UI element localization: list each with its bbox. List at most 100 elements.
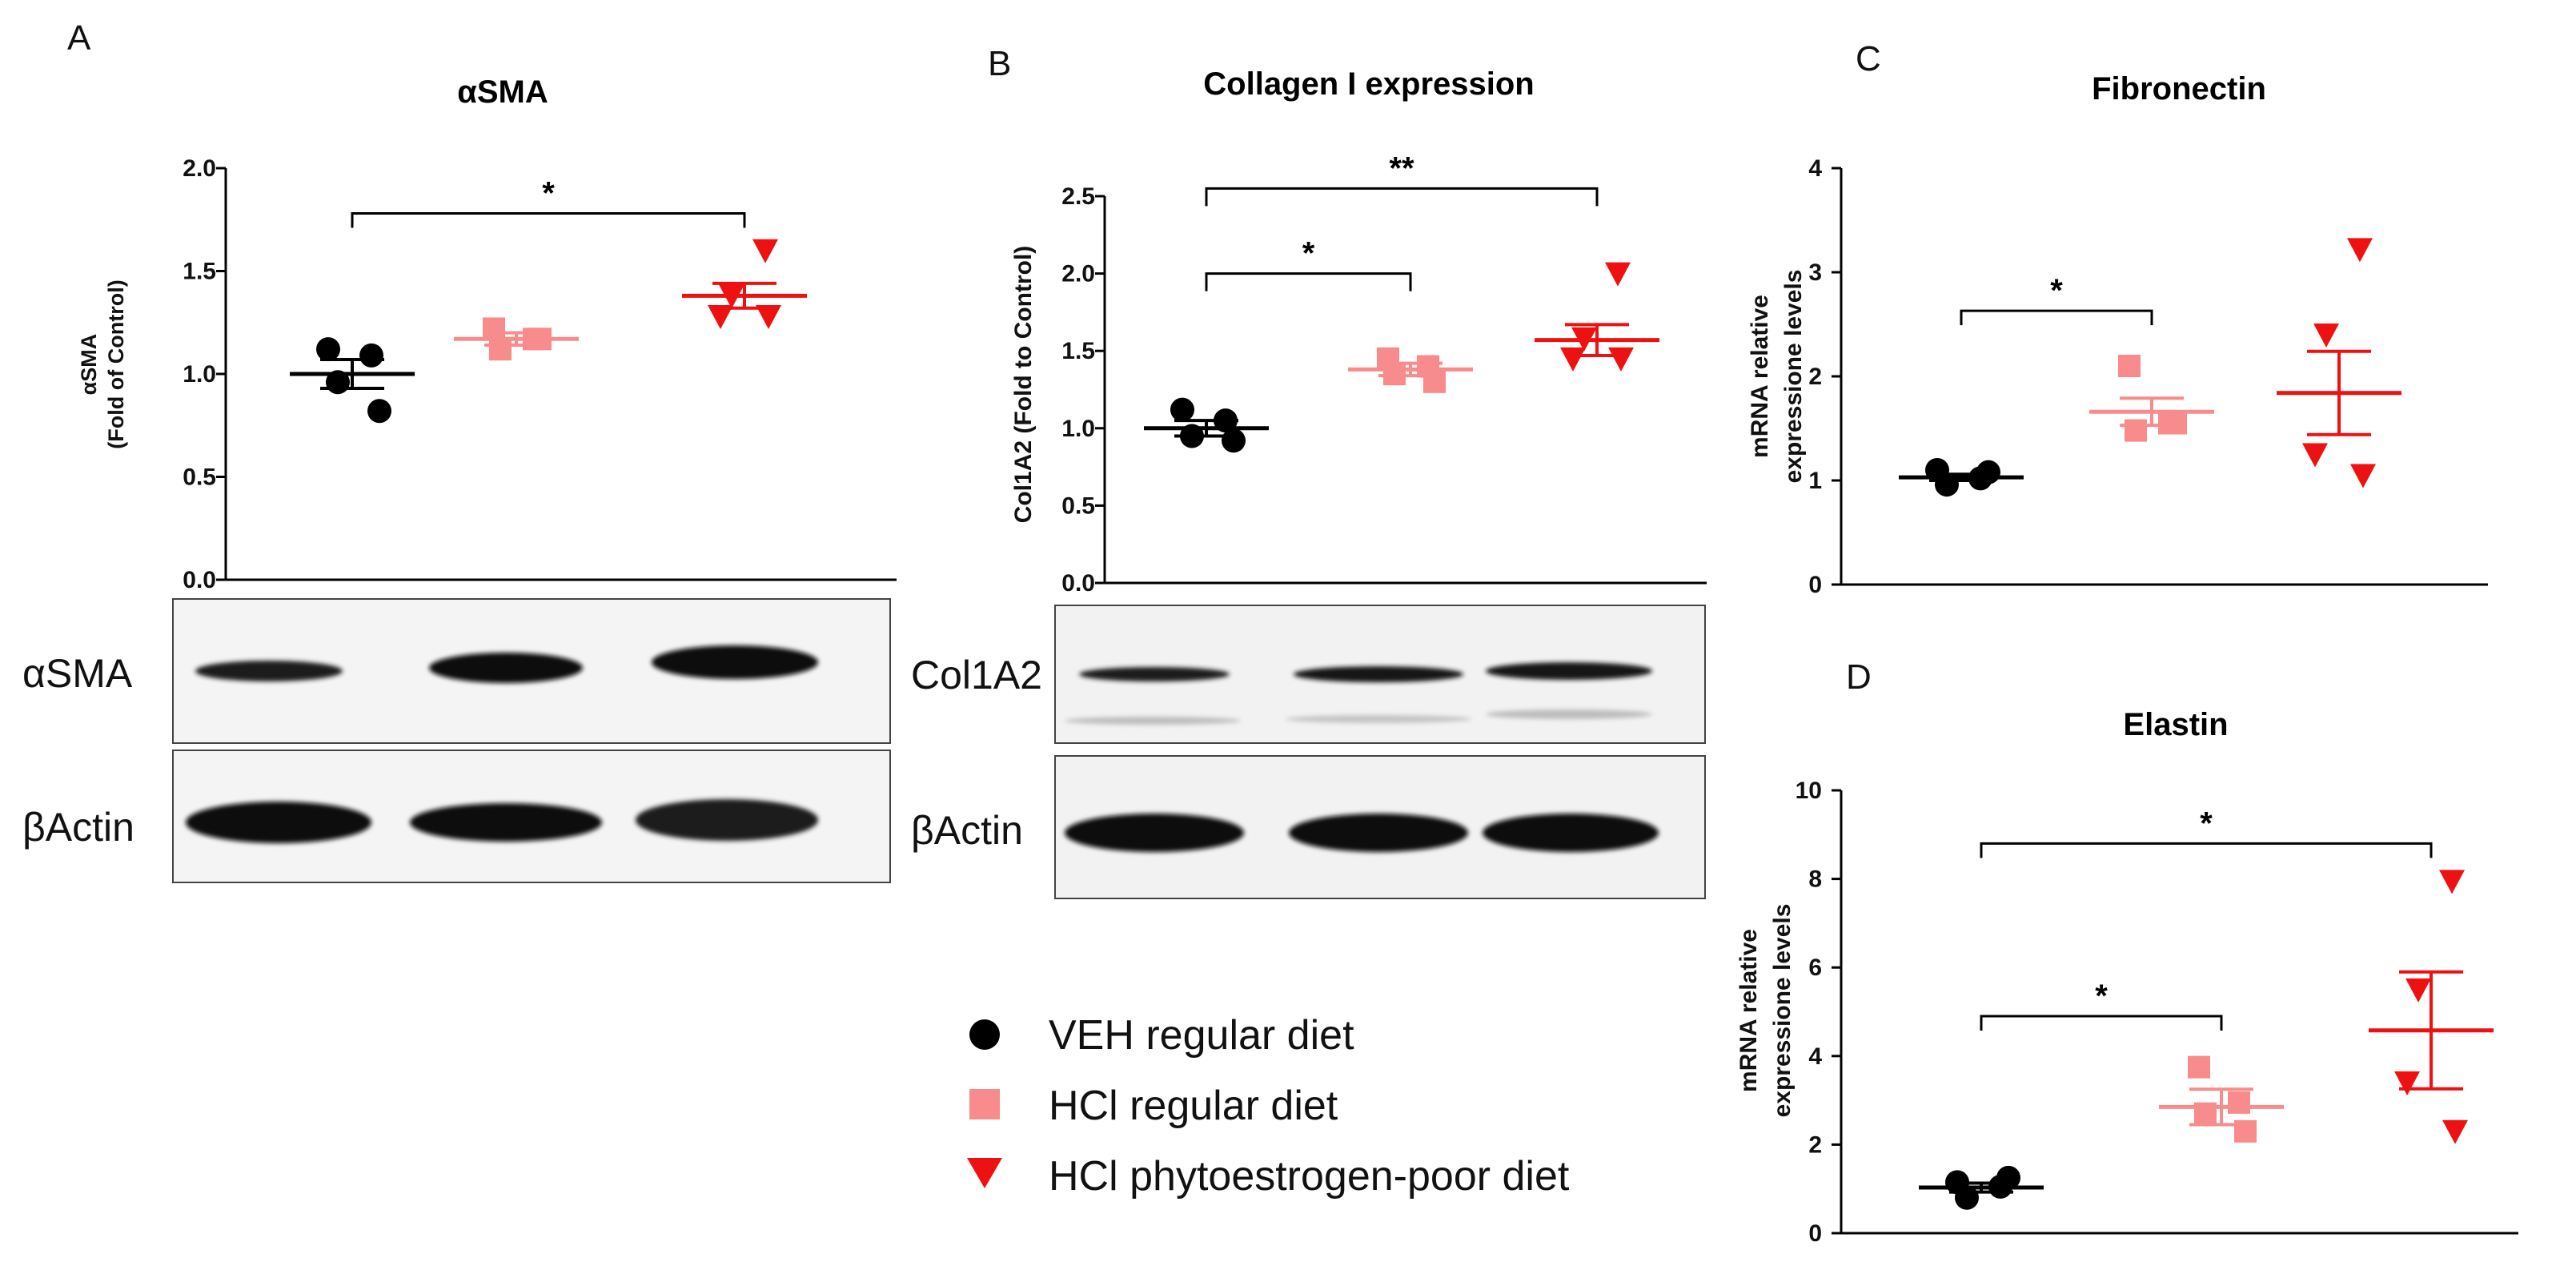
legend-marker-hcl-regular — [969, 1089, 1000, 1119]
panel-letter-b: B — [988, 44, 1011, 83]
chart-b-tick-label: 1.5 — [1061, 338, 1095, 364]
chart-collagen: Collagen I expression 0.0 0.5 1.0 1.5 2.0 2.5 C… — [1010, 66, 1707, 597]
chart-a-tick-label: 1.0 — [183, 361, 216, 388]
chart-c-y-label: mRNA relative — [1747, 295, 1773, 458]
legend-marker-hcl-poor — [967, 1158, 1002, 1188]
chart-a-significance-bracket — [351, 212, 746, 228]
chart-c-point-group2 — [2165, 412, 2187, 435]
blot-a-top-band-1 — [195, 661, 343, 681]
blot-a-bottom-band-2 — [410, 803, 602, 842]
chart-b-point-group3 — [1605, 262, 1631, 287]
chart-a-significance-label: * — [542, 176, 555, 211]
panel-letter-d: D — [1846, 657, 1872, 697]
chart-c-significance-bracket — [1960, 309, 2153, 326]
chart-b-tick-label: 2.0 — [1061, 261, 1095, 287]
blot-b-bottom-band-2 — [1289, 814, 1468, 852]
chart-a-point-group3 — [708, 305, 733, 330]
legend: VEH regular diet HCl regular diet HCl ph… — [967, 1012, 1570, 1200]
chart-c-significance-label: * — [2050, 273, 2063, 308]
chart-d-point-group2 — [2228, 1091, 2250, 1114]
chart-a-tick-label: 0.5 — [183, 464, 216, 491]
chart-b-tick-label: 2.5 — [1061, 183, 1095, 210]
chart-a-point-group1 — [316, 337, 340, 362]
chart-c-title: Fibronectin — [2092, 71, 2266, 107]
blot-b-top-label: Col1A2 — [911, 653, 1042, 697]
chart-b-tick-label: 0.5 — [1061, 492, 1095, 519]
chart-a-point-group1 — [367, 399, 391, 424]
chart-b-point-group3 — [1560, 347, 1586, 372]
chart-c-tick-label: 0 — [1808, 572, 1822, 598]
western-blot-b: Col1A2 βActin — [911, 605, 1706, 899]
chart-c-point-group3 — [2350, 464, 2376, 488]
chart-b-title: Collagen I expression — [1203, 66, 1534, 102]
chart-c-point-group3 — [2313, 324, 2339, 348]
chart-d-point-group3 — [2405, 978, 2431, 1003]
chart-c-point-group2 — [2125, 419, 2147, 442]
chart-a-tick-label: 0.0 — [183, 567, 216, 593]
chart-b-significance-label: ** — [1389, 151, 1414, 186]
chart-c-point-group3 — [2347, 238, 2373, 263]
chart-d-y-label: mRNA relative — [1735, 929, 1762, 1092]
blot-b-faint-band-1 — [1065, 717, 1241, 725]
chart-b-significance-bracket — [1205, 187, 1599, 207]
legend-label-veh: VEH regular diet — [1049, 1012, 1354, 1059]
blot-b-top-band-1 — [1079, 667, 1230, 681]
blot-b-bottom-band-1 — [1065, 814, 1244, 852]
chart-b-significance-label: * — [1302, 236, 1315, 271]
chart-b-point-group1 — [1170, 397, 1194, 422]
chart-b-point-group3 — [1608, 347, 1634, 372]
blot-b-top-band-2 — [1294, 666, 1463, 682]
chart-d-point-group3 — [2394, 1071, 2420, 1095]
blot-b-faint-band-3 — [1486, 709, 1652, 719]
blot-a-bottom-label: βActin — [22, 805, 134, 850]
blot-b-bottom-band-3 — [1483, 814, 1659, 852]
legend-marker-veh — [969, 1019, 1000, 1050]
chart-a-tick-label: 2.0 — [183, 155, 216, 182]
chart-c-tick-label: 4 — [1808, 155, 1822, 182]
chart-c-y-label: expressione levels — [1780, 270, 1807, 484]
chart-b-point-group2 — [1423, 370, 1446, 393]
chart-b-tick-label: 0.0 — [1061, 570, 1095, 597]
chart-d-tick-label: 0 — [1808, 1220, 1822, 1247]
chart-a-point-group1 — [359, 343, 383, 368]
blot-a-top-label: αSMA — [22, 651, 133, 696]
chart-d-point-group3 — [2439, 870, 2465, 894]
chart-d-tick-label: 10 — [1796, 778, 1822, 804]
chart-a-point-group3 — [752, 239, 778, 263]
panel-letter-c: C — [1856, 39, 1881, 78]
chart-elastin: Elastin 0 2 4 6 8 10 mRNA relative expressione l… — [1735, 707, 2518, 1247]
chart-d-tick-label: 4 — [1808, 1043, 1822, 1070]
blot-b-faint-band-2 — [1286, 715, 1471, 723]
chart-fibronectin: Fibronectin 0 1 2 3 4 mRNA relative expressione… — [1747, 71, 2488, 598]
chart-d-y-label: expressione levels — [1769, 904, 1796, 1118]
chart-b-significance-bracket — [1205, 272, 1412, 291]
legend-label-hcl-poor: HCl phytoestrogen-poor diet — [1049, 1153, 1570, 1200]
chart-c-tick-label: 1 — [1808, 468, 1822, 494]
blot-a-top-band-2 — [429, 653, 583, 683]
blot-b-top-band-3 — [1486, 662, 1652, 680]
chart-d-point-group3 — [2442, 1119, 2468, 1144]
blot-a-bottom-band-1 — [186, 802, 371, 843]
chart-d-significance-bracket — [1980, 1015, 2223, 1031]
chart-a-point-group2 — [489, 338, 512, 361]
chart-b-y-label: Col1A2 (Fold to Control) — [1010, 246, 1037, 524]
chart-d-title: Elastin — [2123, 707, 2228, 742]
chart-c-point-group3 — [2302, 443, 2328, 468]
chart-d-significance-label: * — [2200, 806, 2213, 841]
blot-b-bottom-label: βActin — [911, 808, 1023, 853]
chart-d-significance-label: * — [2095, 979, 2108, 1014]
legend-label-hcl-regular: HCl regular diet — [1049, 1083, 1338, 1129]
chart-a-tick-label: 1.5 — [183, 259, 216, 285]
chart-d-significance-bracket — [1980, 842, 2433, 858]
chart-a-point-group2 — [483, 317, 505, 340]
chart-a-y-label: αSMA — [77, 334, 101, 396]
panel-letter-a: A — [67, 18, 91, 58]
chart-a-y-label: (Fold of Control) — [104, 279, 128, 448]
chart-b-point-group1 — [1222, 428, 1246, 453]
blot-a-top-band-3 — [652, 645, 818, 679]
chart-d-tick-label: 6 — [1808, 955, 1822, 981]
chart-d-tick-label: 2 — [1808, 1131, 1822, 1158]
western-blot-a: αSMA βActin — [22, 598, 891, 883]
